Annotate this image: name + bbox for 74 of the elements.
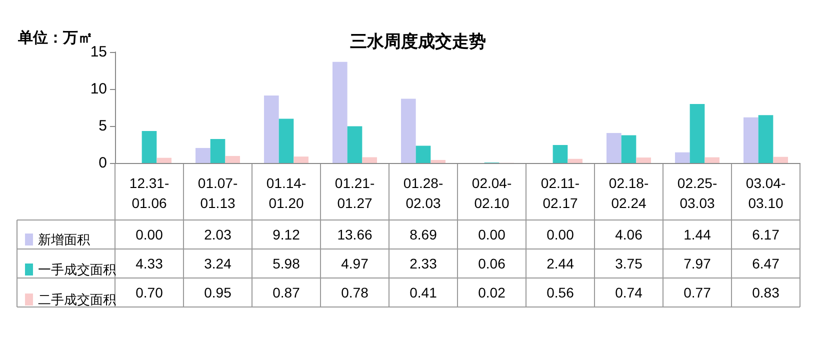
x-tick-label: 03.04- 03.10	[746, 175, 786, 211]
bar	[362, 157, 378, 163]
bar	[156, 158, 172, 163]
x-tick-label: 01.21- 01.27	[334, 175, 375, 211]
bar	[552, 144, 568, 163]
x-tick-label: 12.31- 01.06	[129, 175, 170, 211]
data-label: 0.74	[615, 284, 643, 300]
data-label: 6.17	[752, 226, 780, 242]
bar	[430, 160, 446, 163]
bar	[347, 126, 362, 163]
x-tick-label: 01.07- 01.13	[198, 175, 238, 211]
data-label: 5.98	[272, 256, 300, 272]
data-label: 0.06	[478, 256, 506, 272]
y-axis-title: 单位：万㎡	[17, 30, 93, 46]
x-tick-label: 02.04- 02.10	[472, 175, 512, 211]
data-label: 2.33	[410, 256, 438, 272]
data-label: 0.00	[546, 226, 574, 242]
legend-label: 一手成交面积	[38, 262, 116, 277]
y-tick-label: 10	[90, 80, 107, 98]
bar	[142, 130, 157, 163]
data-label: 4.97	[341, 256, 369, 272]
data-label: 2.44	[546, 256, 574, 272]
data-label: 8.69	[410, 226, 438, 242]
data-label: 0.02	[478, 284, 506, 300]
data-label: 0.87	[272, 284, 300, 300]
data-label: 0.83	[752, 284, 780, 300]
bar	[416, 146, 431, 163]
bar	[278, 118, 294, 163]
bar	[621, 135, 636, 163]
bar	[773, 156, 788, 163]
data-label: 6.47	[752, 256, 780, 272]
x-tick-label: 02.18- 02.24	[608, 175, 649, 211]
bar	[195, 148, 210, 163]
data-label: 0.00	[478, 226, 506, 242]
data-label: 0.56	[546, 284, 574, 300]
bar	[400, 98, 416, 163]
data-label: 0.41	[410, 284, 438, 300]
data-label: 0.70	[136, 284, 164, 300]
data-label: 3.24	[204, 256, 232, 272]
bar	[225, 156, 240, 163]
bar	[264, 96, 279, 163]
y-tick-label: 15	[90, 44, 107, 60]
chart-title: 三水周度成交走势	[350, 32, 486, 51]
x-tick-label: 02.25- 03.03	[677, 175, 718, 211]
data-label: 0.77	[684, 284, 712, 300]
data-label: 1.44	[684, 226, 712, 242]
legend-label: 新增面积	[38, 232, 90, 247]
bar	[332, 62, 348, 163]
bar	[690, 104, 705, 163]
x-tick-label: 01.14- 01.20	[266, 175, 306, 211]
bar	[294, 156, 309, 163]
legend-label: 二手成交面积	[38, 292, 116, 307]
data-label: 7.97	[684, 256, 712, 272]
data-label: 13.66	[337, 226, 372, 242]
data-label: 9.12	[272, 226, 300, 242]
data-label: 4.33	[136, 256, 164, 272]
x-tick-label: 01.28- 02.03	[403, 175, 444, 211]
bar	[606, 132, 622, 163]
data-label: 2.03	[204, 226, 232, 242]
bar	[636, 158, 652, 163]
data-label: 0.78	[341, 284, 369, 300]
bar	[674, 152, 690, 163]
bar	[743, 117, 758, 163]
y-tick-label: 5	[98, 118, 107, 134]
data-label: 3.75	[615, 256, 643, 272]
data-label: 0.00	[136, 226, 164, 242]
bar	[568, 158, 583, 163]
bar	[210, 139, 226, 163]
data-label: 0.95	[204, 284, 232, 300]
bar	[758, 115, 774, 163]
bar	[704, 157, 720, 163]
y-tick-label: 0	[98, 154, 107, 172]
x-tick-label: 02.11- 02.17	[540, 175, 580, 211]
data-label: 4.06	[615, 226, 643, 242]
